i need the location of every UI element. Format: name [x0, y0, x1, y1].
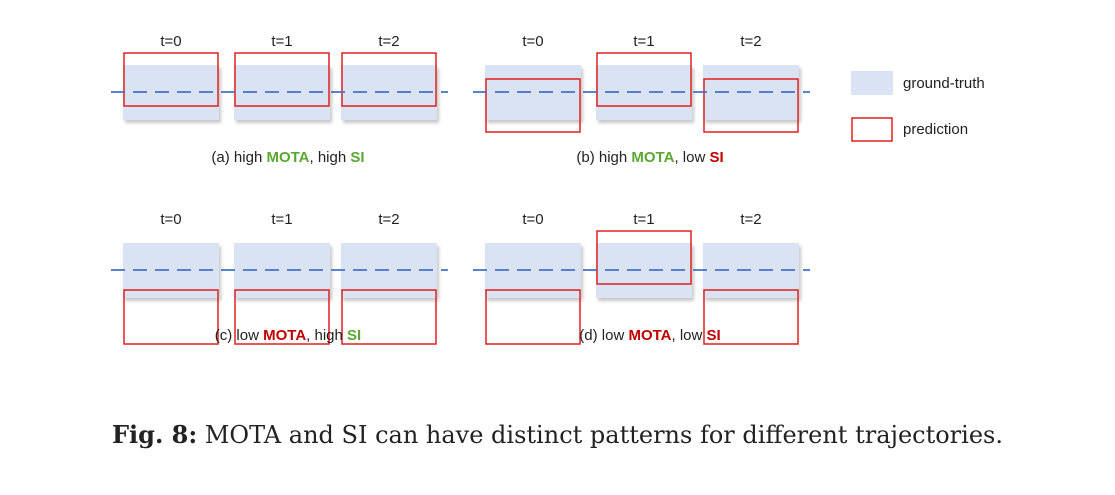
time-label: t=1	[271, 211, 292, 228]
prediction-box	[703, 78, 799, 133]
time-label: t=2	[740, 33, 761, 50]
panel-caption-segment: , high	[306, 327, 347, 344]
panel-caption-segment: (c) low	[215, 327, 263, 344]
prediction-box	[234, 52, 330, 107]
panel-caption-segment: (d) low	[579, 327, 628, 344]
legend-ground-truth-swatch	[851, 71, 893, 95]
time-label: t=2	[378, 33, 399, 50]
panel-caption-segment: , low	[674, 149, 709, 166]
panel-caption-segment: , low	[672, 327, 707, 344]
prediction-box	[703, 289, 799, 345]
panel-caption-segment: SI	[709, 149, 723, 166]
panel-caption-segment: (b) high	[576, 149, 631, 166]
figure-caption: Fig. 8: MOTA and SI can have distinct pa…	[0, 420, 1115, 449]
legend-ground-truth-label: ground-truth	[903, 75, 985, 92]
panel-caption-segment: MOTA	[631, 149, 674, 166]
panel-caption: (c) low MOTA, high SI	[215, 327, 361, 344]
panel-caption-segment: SI	[350, 149, 364, 166]
time-label: t=1	[633, 33, 654, 50]
legend: ground-truth prediction	[851, 71, 985, 142]
time-label: t=2	[740, 211, 761, 228]
prediction-box	[596, 52, 692, 107]
panel-caption: (d) low MOTA, low SI	[579, 327, 720, 344]
prediction-box	[596, 230, 692, 285]
time-label: t=0	[160, 211, 181, 228]
time-label: t=2	[378, 211, 399, 228]
panel-caption-segment: , high	[310, 149, 351, 166]
panel-b: t=0 t=1 t=2 (b) high MOTA, low SI	[473, 33, 810, 166]
panel-d: t=0 t=1 t=2 (d) low MOTA, low SI	[473, 211, 810, 345]
figure-caption-label: Fig. 8:	[112, 420, 198, 449]
prediction-box	[485, 289, 581, 345]
prediction-box	[123, 289, 219, 345]
legend-prediction-label: prediction	[903, 121, 968, 138]
time-label: t=1	[271, 33, 292, 50]
panel-caption: (a) high MOTA, high SI	[211, 149, 364, 166]
prediction-box	[123, 52, 219, 107]
prediction-box	[341, 52, 437, 107]
panel-caption-segment: MOTA	[266, 149, 309, 166]
panel-caption: (b) high MOTA, low SI	[576, 149, 723, 166]
prediction-box	[234, 289, 330, 345]
panel-caption-segment: MOTA	[628, 327, 671, 344]
figure-caption-text: MOTA and SI can have distinct patterns f…	[197, 421, 1003, 449]
time-label: t=0	[522, 33, 543, 50]
panel-caption-segment: SI	[347, 327, 361, 344]
panel-c: t=0 t=1 t=2 (c) low MOTA, high SI	[111, 211, 448, 345]
panel-a: t=0 t=1 t=2 (a) high MOTA, high SI	[111, 33, 448, 166]
prediction-box	[341, 289, 437, 345]
legend-prediction-swatch	[851, 117, 893, 142]
time-label: t=0	[160, 33, 181, 50]
panel-caption-segment: (a) high	[211, 149, 266, 166]
panel-caption-segment: SI	[707, 327, 721, 344]
time-label: t=1	[633, 211, 654, 228]
time-label: t=0	[522, 211, 543, 228]
panel-caption-segment: MOTA	[263, 327, 306, 344]
prediction-box	[485, 78, 581, 133]
